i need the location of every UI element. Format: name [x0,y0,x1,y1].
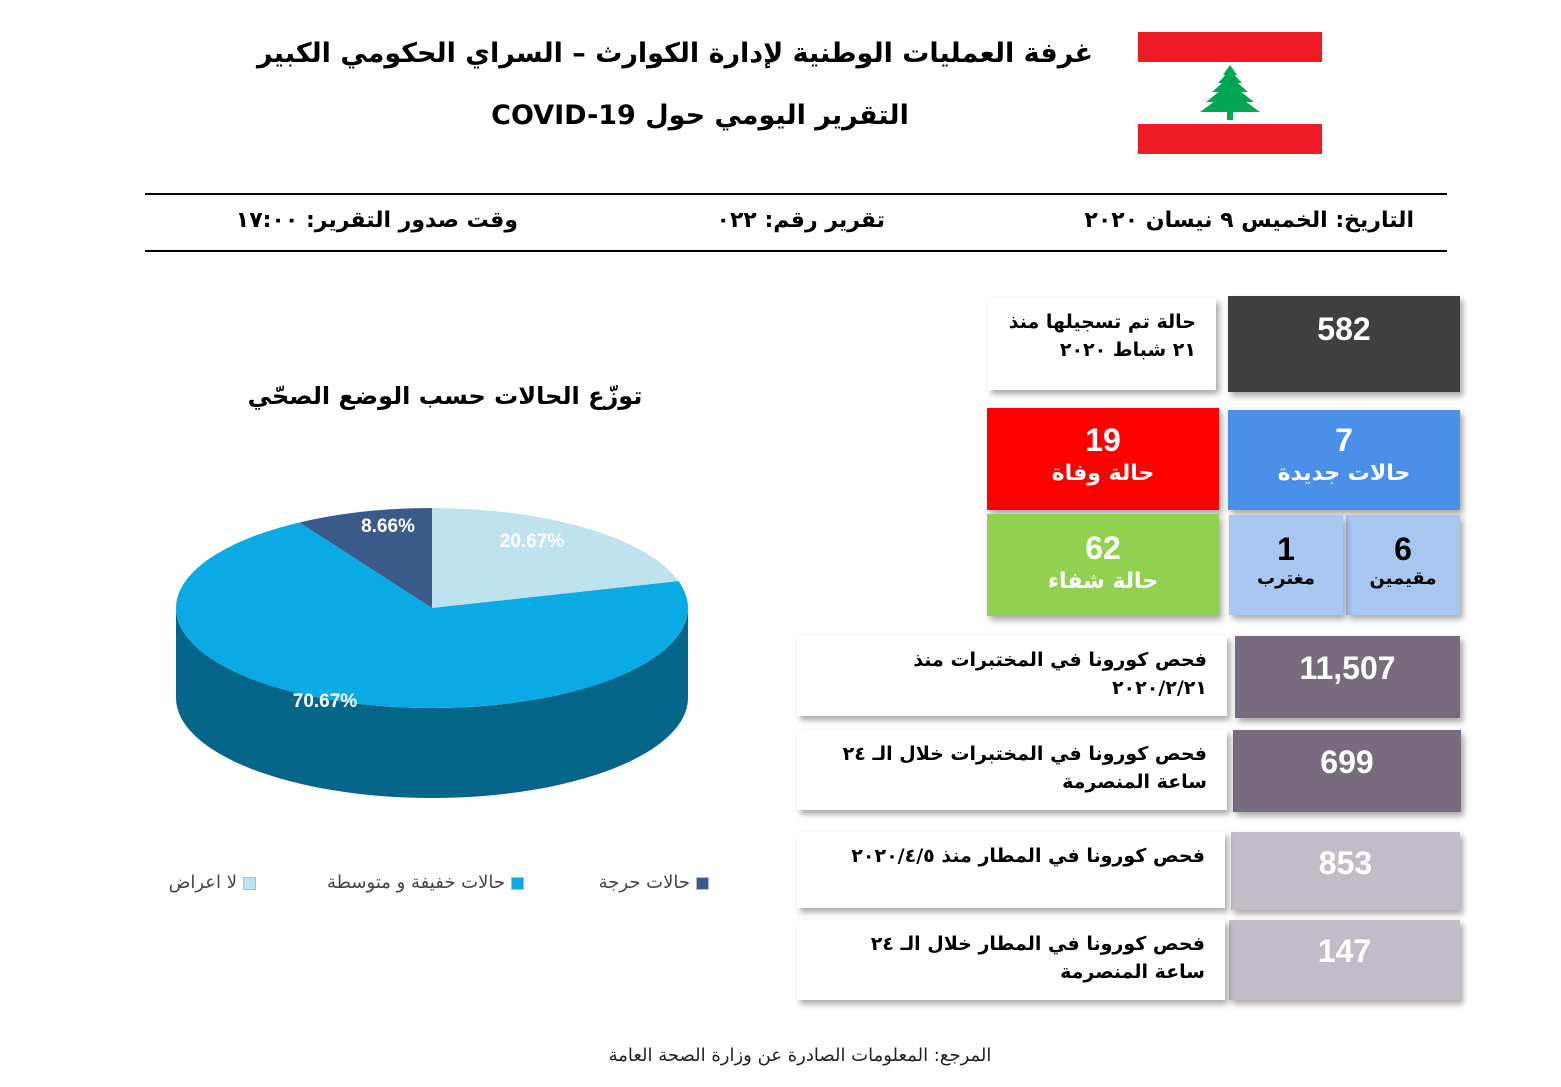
legend-swatch-asymptomatic [243,876,256,890]
expats-box: 1 مغترب [1229,515,1343,615]
airport-tests-total-value: 853 [1231,832,1460,910]
new-cases-value: 7 [1335,422,1353,458]
lab-tests-24h-label: فحص كورونا في المختبرات خلال الـ ٢٤ ساعة… [797,730,1227,810]
new-cases-box: 7 حالات جديدة [1228,410,1460,510]
legend-swatch-mild [511,876,524,890]
pie-label-asymptomatic: 20.67% [500,531,565,552]
total-cases-label: حالة تم تسجيلها منذ ٢١ شباط ٢٠٢٠ [988,298,1216,390]
total-cases-label-line2: ٢١ شباط ٢٠٢٠ [1059,339,1196,361]
legend-swatch-critical [696,876,709,890]
residents-value: 6 [1394,531,1412,567]
lebanon-flag-icon [1138,32,1322,154]
airport-tests-24h-label: فحص كورونا في المطار خلال الـ ٢٤ ساعة ال… [797,920,1225,1000]
legend-item-mild: حالات خفيفة و متوسطة [327,872,524,893]
report-issue-time: وقت صدور التقرير: ١٧:٠٠ [235,208,518,233]
lab-tests-total-label-line1: فحص كورونا في المختبرات منذ [913,649,1207,671]
airport-tests-24h-label-line2: ساعة المنصرمة [1060,961,1205,983]
airport-tests-total-label-line1: فحص كورونا في المطار منذ ٢٠٢٠/٤/٥ [851,845,1205,867]
source-note: المرجع: المعلومات الصادرة عن وزارة الصحة… [608,1045,992,1066]
lab-tests-24h-label-line1: فحص كورونا في المختبرات خلال الـ ٢٤ [842,743,1207,765]
pie-slice-mild [176,522,689,708]
deaths-value: 19 [1085,422,1121,458]
total-cases-label-line1: حالة تم تسجيلها منذ [1008,311,1196,333]
recovered-value: 62 [1085,530,1121,566]
airport-tests-24h-label-line1: فحص كورونا في المطار خلال الـ ٢٤ [870,933,1205,955]
deaths-label: حالة وفاة [1051,461,1155,486]
legend-item-asymptomatic: لا اعراض [169,872,256,893]
report-number: تقرير رقم: ٠٢٢ [716,208,885,233]
new-cases-label: حالات جديدة [1277,461,1411,486]
report-title: غرفة العمليات الوطنية لإدارة الكوارث – ا… [257,38,1093,69]
lab-tests-24h-value: 699 [1233,730,1461,812]
legend-label-asymptomatic: لا اعراض [168,872,237,893]
lab-tests-total-value: 11,507 [1235,636,1460,718]
legend-item-critical: حالات حرجة [599,872,709,893]
pie-side-mild [176,608,688,798]
chart-title: توزّع الحالات حسب الوضع الصحّي [247,382,643,410]
lab-tests-24h-label-line2: ساعة المنصرمة [1062,771,1207,793]
pie-label-critical: 8.66% [361,516,415,537]
deaths-box: 19 حالة وفاة [987,408,1219,510]
legend-label-critical: حالات حرجة [598,872,690,893]
pie-slice-asymptomatic [432,508,679,608]
lab-tests-total-label-line2: ٢٠٢٠/٢/٢١ [1111,677,1207,699]
airport-tests-total-label: فحص كورونا في المطار منذ ٢٠٢٠/٤/٥ [797,832,1225,908]
total-cases-value: 582 [1228,296,1460,392]
recovered-label: حالة شفاء [1047,569,1159,594]
pie-slice-critical [299,508,432,608]
expats-value: 1 [1277,531,1295,567]
legend-label-mild: حالات خفيفة و متوسطة [327,872,505,893]
pie-chart: 20.67% 70.67% 8.66% [176,508,689,798]
header-rule-top [145,193,1447,195]
report-subtitle: التقرير اليومي حول COVID-19 [491,100,909,131]
header-rule-bottom [145,250,1447,252]
pie-label-mild: 70.67% [293,691,358,712]
airport-tests-24h-value: 147 [1229,920,1460,1000]
expats-label: مغترب [1257,568,1315,589]
recovered-box: 62 حالة شفاء [987,514,1219,616]
report-date: التاريخ: الخميس ٩ نيسان ٢٠٢٠ [1084,208,1414,233]
residents-box: 6 مقيمين [1346,515,1460,615]
lab-tests-total-label: فحص كورونا في المختبرات منذ ٢٠٢٠/٢/٢١ [797,636,1227,716]
residents-label: مقيمين [1369,568,1437,589]
